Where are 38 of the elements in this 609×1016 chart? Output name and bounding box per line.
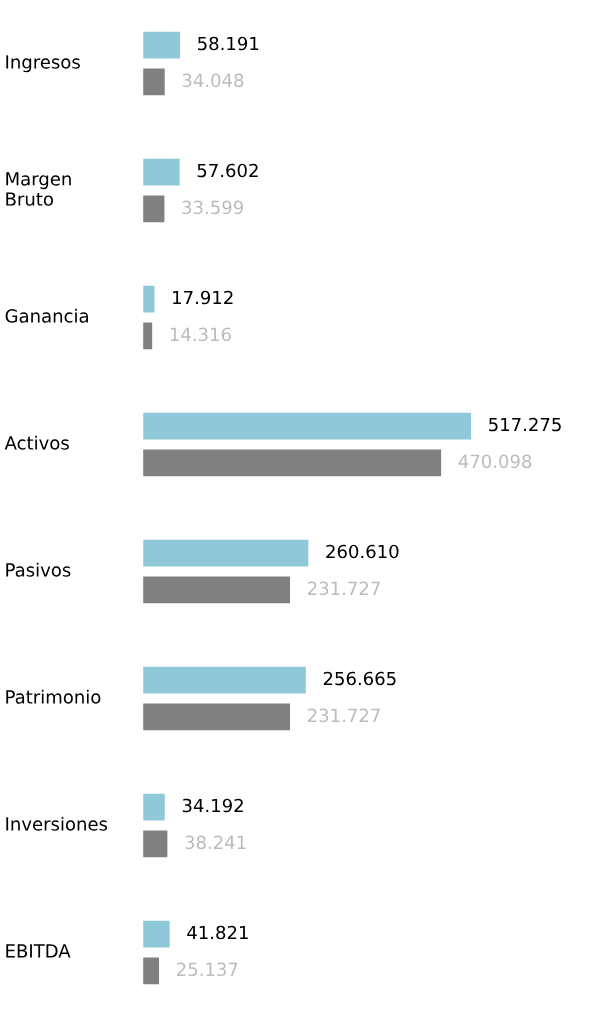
y-tick-label: Pasivos (6, 562, 71, 577)
bar (143, 703, 291, 731)
y-tick-label: Margen Bruto (6, 172, 71, 206)
data-label: 34.048 (182, 73, 244, 88)
y-tick-label: Ganancia (5, 308, 88, 323)
bar (143, 195, 165, 223)
data-label: 58.191 (198, 36, 259, 51)
bar (143, 412, 472, 440)
bar (143, 957, 160, 985)
y-tick-label: Activos (4, 435, 69, 450)
bar (143, 830, 168, 858)
bar (143, 576, 291, 604)
y-tick-label: EBITDA (6, 944, 71, 958)
bar (143, 793, 165, 821)
bar (143, 920, 170, 948)
y-tick-label: Patrimonio (6, 689, 101, 704)
data-label: 231.727 (308, 708, 380, 723)
bar (143, 539, 309, 567)
data-label: 33.599 (182, 200, 243, 215)
data-label: 25.137 (177, 962, 238, 977)
bar (143, 158, 180, 186)
data-label: 34.192 (182, 798, 243, 813)
y-tick-label: Ingresos (6, 55, 80, 73)
data-label: 260.610 (326, 544, 399, 559)
bar (143, 31, 180, 59)
data-label: 41.821 (187, 925, 248, 940)
bar (143, 68, 165, 96)
data-label: 517.275 (489, 417, 561, 432)
data-label: 17.912 (173, 290, 233, 305)
data-label: 256.665 (323, 671, 396, 686)
data-label: 14.316 (170, 327, 231, 342)
bar (143, 666, 306, 694)
data-label: 470.098 (458, 454, 532, 469)
data-label: 57.602 (197, 163, 258, 178)
data-label: 231.727 (308, 581, 380, 596)
y-tick-label: Inversiones (6, 816, 108, 831)
data-label: 38.241 (185, 835, 246, 850)
bar (143, 449, 442, 477)
